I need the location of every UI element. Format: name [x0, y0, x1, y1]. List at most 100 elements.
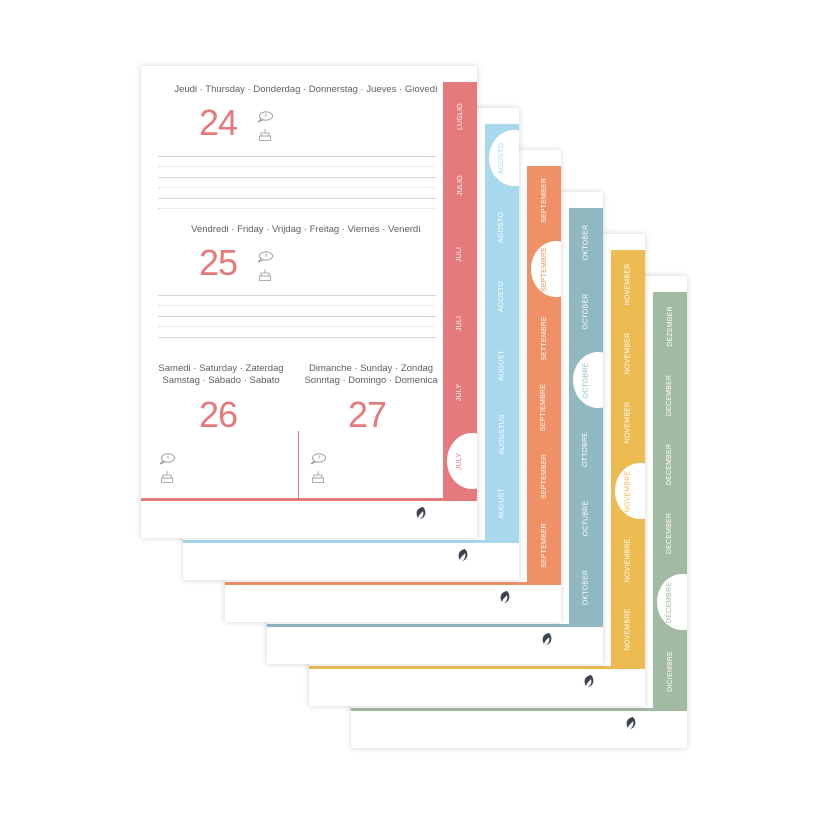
tab-label: DECEMBER — [653, 499, 687, 567]
speech-bubble-icon — [310, 453, 326, 465]
tab-label-text: JULY — [456, 452, 464, 470]
tab-label-text: AUGUST — [498, 487, 506, 519]
tab-label-text: DEZEMBER — [666, 305, 674, 347]
speech-bubble-icon — [257, 251, 273, 263]
tab-label-text: DECEMBER — [666, 512, 674, 554]
day-header-line: Samstag · Sábado · Sabato — [162, 375, 280, 386]
bottom-color-line — [141, 498, 477, 501]
calendar-page-july: LUGLIO JULIO JULI JULI JULY JULY Jeudi · Thur… — [141, 66, 477, 538]
tab-label: JULIO — [443, 151, 477, 219]
day-number-26: 26 — [199, 394, 238, 435]
tab-label-text: JULI — [456, 315, 464, 331]
tab-label-text: AGOSTO — [498, 280, 506, 312]
tab-label: NOVEMBER — [611, 319, 645, 387]
tab-label-text: SEPTIEMBRE — [540, 383, 548, 431]
day-header-saturday: Samedi · Saturday · Zaterdag Samstag · S… — [151, 363, 291, 387]
birthday-cake-icon — [161, 471, 173, 483]
tab-label: SETTEMBRE — [527, 304, 561, 372]
tab-label-text: JULIO — [456, 174, 464, 196]
month-tab-august[interactable]: AGOSTO AGOSTO AGOSTO AUGUST AUGUSTUS AUGUST — [485, 124, 519, 540]
bottom-color-line — [225, 582, 561, 585]
bottom-color-line — [351, 708, 687, 711]
tab-label-text: DECEMBER — [666, 374, 674, 416]
tab-label-active: NOVEMBRE — [611, 457, 645, 525]
tab-label: OCTUBRE — [569, 484, 603, 552]
tab-label-text: DECEMBER — [666, 443, 674, 485]
day-icons — [159, 452, 175, 489]
month-tab-december[interactable]: DEZEMBER DECEMBER DECEMBER DECEMBER DÉCEMBRE… — [653, 292, 687, 708]
tab-label-text: SEPTEMBER — [540, 522, 548, 568]
tab-label: OCTOBER — [569, 277, 603, 345]
tab-label-text: OKTOBER — [582, 569, 590, 605]
day-header-friday: Vendredi · Friday · Vrijdag · Freitag · … — [191, 224, 421, 235]
brand-logo-icon — [414, 506, 428, 520]
tab-label: SEPTEMBER — [527, 166, 561, 234]
speech-bubble-icon — [159, 453, 175, 465]
tab-label-text: JULY — [456, 383, 464, 401]
tab-label: DECEMBER — [653, 361, 687, 429]
tab-label: AUGUST — [485, 469, 519, 537]
tab-label-text: LUGLIO — [456, 102, 464, 130]
tab-label-active: AGOSTO — [485, 124, 519, 192]
tab-label-text: SETTEMBRE — [540, 315, 548, 361]
tab-label: AGOSTO — [485, 262, 519, 330]
day-header-line: Dimanche · Sunday · Zondag — [308, 363, 434, 374]
tab-label: NOVEMBER — [611, 388, 645, 456]
tab-label-text: AGOSTO — [498, 142, 506, 174]
tab-label: DICIEMBRE — [653, 637, 687, 705]
tab-label: DECEMBER — [653, 430, 687, 498]
tab-label: AGOSTO — [485, 193, 519, 261]
tab-label-text: OTTOBRE — [582, 431, 590, 467]
tab-label: JULY — [443, 358, 477, 426]
month-tab-november[interactable]: NOVEMBER NOVEMBER NOVEMBER NOVEMBRE NOVIEMBR… — [611, 250, 645, 666]
brand-logo-icon — [498, 590, 512, 604]
tab-label-text: OKTOBER — [582, 224, 590, 260]
tab-label-active: SEPTEMBRE — [527, 235, 561, 303]
month-tab-october[interactable]: OKTOBER OCTOBER OCTOBRE OTTOBRE OCTUBRE OKTOB… — [569, 208, 603, 624]
day-number-24: 24 — [199, 102, 238, 143]
day-header-sunday: Dimanche · Sunday · Zondag Sonntag · Dom… — [301, 363, 441, 387]
tab-label-text: OCTOBER — [582, 293, 590, 329]
bottom-color-line — [267, 624, 603, 627]
tab-label-text: AGOSTO — [498, 211, 506, 243]
tab-label-text: NOVEMBER — [624, 263, 632, 305]
tab-label-text: NOVIEMBRE — [624, 538, 632, 582]
tab-label: SEPTEMBER — [527, 511, 561, 579]
tab-label-active: OCTOBRE — [569, 346, 603, 414]
tab-label: SEPTEMBER — [527, 442, 561, 510]
birthday-cake-icon — [259, 129, 271, 141]
tab-label: SEPTIEMBRE — [527, 373, 561, 441]
month-tab-july[interactable]: LUGLIO JULIO JULI JULI JULY JULY — [443, 82, 477, 498]
brand-logo-icon — [582, 674, 596, 688]
day-header-thursday: Jeudi · Thursday · Donderdag · Donnersta… — [174, 84, 438, 95]
day-number-27: 27 — [348, 394, 387, 435]
tab-label-text: NOVEMBRE — [624, 470, 632, 512]
tab-label-text: AUGUSTUS — [498, 413, 506, 455]
tab-label-text: NOVEMBER — [624, 401, 632, 443]
tab-label: JULI — [443, 289, 477, 357]
month-tab-september[interactable]: SEPTEMBER SEPTEMBRE SETTEMBRE SEPTIEMBRE SEP… — [527, 166, 561, 582]
birthday-cake-icon — [312, 471, 324, 483]
day-header-line: Sonntag · Domingo · Domenica — [304, 375, 438, 386]
speech-bubble-icon — [257, 111, 273, 123]
day-icons — [310, 452, 326, 489]
bottom-color-line — [309, 666, 645, 669]
birthday-cake-icon — [259, 269, 271, 281]
brand-logo-icon — [456, 548, 470, 562]
tab-label-text: SEPTEMBER — [540, 453, 548, 499]
bottom-color-line — [183, 540, 519, 543]
tab-label-text: NOVEMBER — [624, 332, 632, 374]
tab-label: DEZEMBER — [653, 292, 687, 360]
tab-label-active: DÉCEMBRE — [653, 568, 687, 636]
tab-label-text: SEPTEMBER — [540, 177, 548, 223]
tab-label: OKTOBER — [569, 553, 603, 621]
day-header-line: Samedi · Saturday · Zaterdag — [158, 363, 284, 374]
tab-label-text: NOVEMBRE — [624, 608, 632, 650]
day-divider — [298, 431, 299, 498]
day-icons — [257, 110, 273, 147]
tab-label-text: DÉCEMBRE — [666, 581, 674, 623]
tab-label: NOVEMBRE — [611, 595, 645, 663]
tab-label-text: JULI — [456, 246, 464, 262]
brand-logo-icon — [624, 716, 638, 730]
brand-logo-icon — [540, 632, 554, 646]
